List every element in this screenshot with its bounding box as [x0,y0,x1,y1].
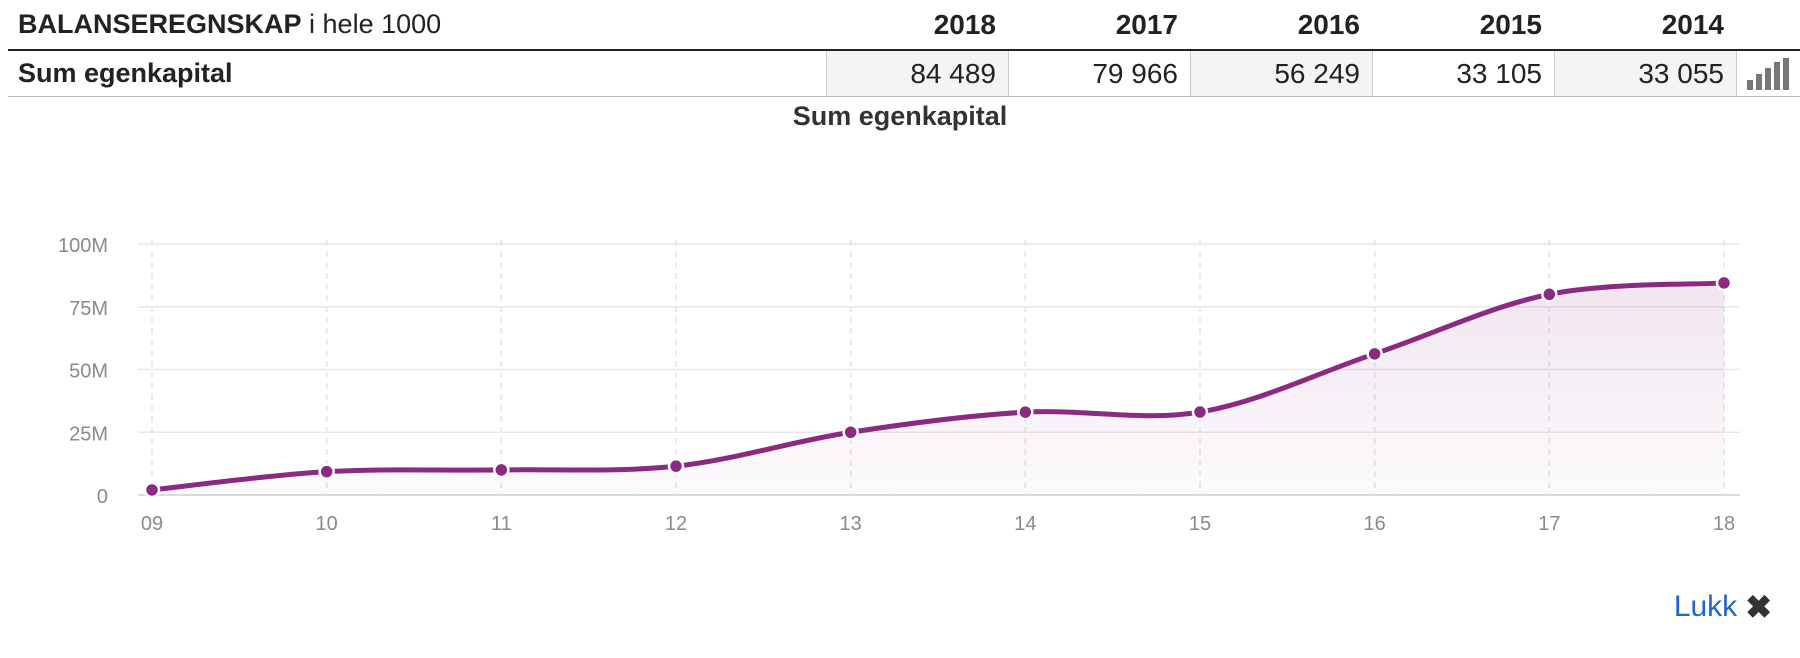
value-cell: 56 249 [1190,51,1372,96]
x-tick-label: 14 [1014,513,1036,535]
x-tick-label: 12 [665,513,687,535]
year-header: 2016 [1297,8,1360,40]
value-cell: 33 105 [1372,51,1554,96]
y-tick-label: 0 [97,486,108,508]
table-title: BALANSEREGNSKAP i hele 1000 [8,9,826,40]
table-title-strong: BALANSEREGNSKAP [18,9,302,39]
data-point [493,461,510,479]
data-point [143,481,161,499]
data-point [1191,403,1209,421]
x-tick-label: 15 [1189,513,1211,535]
series-line [149,280,1727,493]
chart-toggle-button[interactable] [1736,51,1799,96]
table-row: Sum egenkapital 84 489 79 966 56 249 33 … [8,51,1800,97]
value-cell: 33 055 [1554,51,1736,96]
close-button[interactable]: Lukk ✖ [1674,588,1772,626]
y-tick-label: 75M [69,298,108,320]
bar-chart-icon [1747,57,1789,90]
data-point [318,463,335,480]
x-tick-label: 17 [1538,513,1560,535]
data-point [1366,345,1383,363]
year-header: 2017 [1115,8,1178,40]
data-point [1541,286,1558,303]
data-point [667,457,685,475]
x-tick-label: 16 [1364,513,1386,535]
y-tick-label: 25M [69,423,108,445]
year-header: 2014 [1661,8,1724,40]
x-tick-label: 18 [1713,513,1735,535]
data-point [1017,403,1034,421]
table-title-rest: i hele 1000 [301,9,442,39]
y-tick-label: 100M [58,235,108,257]
close-label: Lukk [1673,590,1738,623]
value-cell: 79 966 [1008,51,1190,96]
close-icon: ✖ [1745,589,1772,625]
y-tick-label: 50M [69,361,108,383]
series-area [152,282,1724,495]
row-label: Sum egenkapital [18,58,233,88]
x-tick-label: 11 [491,513,512,535]
x-tick-label: 13 [840,513,862,535]
value-cell: 84 489 [826,51,1008,96]
x-tick-label: 10 [316,513,338,535]
data-point [842,424,859,441]
data-point [1715,274,1733,292]
balance-table: BALANSEREGNSKAP i hele 1000 2018 2017 20… [8,0,1800,97]
table-header-row: BALANSEREGNSKAP i hele 1000 2018 2017 20… [8,0,1800,51]
x-tick-label: 09 [141,513,163,535]
year-header: 2018 [933,8,996,40]
chart-title: Sum egenkapital [793,101,1008,131]
year-header: 2015 [1479,8,1542,40]
line-chart: Sum egenkapital 0 25M 50M 75M 100M 09 10 11 12 13 1… [58,101,1740,535]
